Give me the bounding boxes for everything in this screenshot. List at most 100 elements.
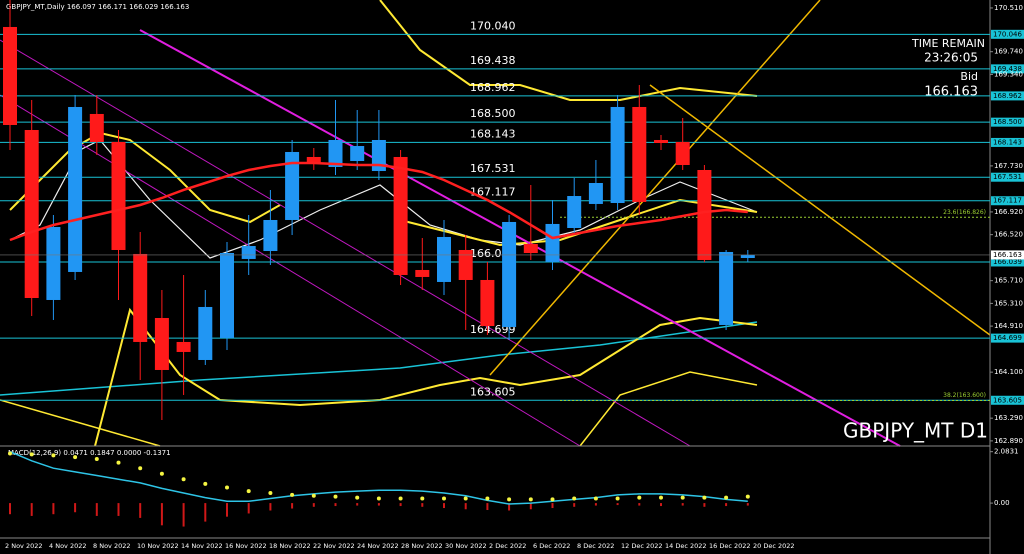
- candle-body: [588, 183, 603, 204]
- x-tick-label: 8 Dec 2022: [577, 542, 614, 550]
- level-box: [991, 64, 1024, 74]
- candle-body: [393, 156, 408, 275]
- x-tick-label: 14 Dec 2022: [665, 542, 707, 550]
- level-box: [991, 29, 1024, 39]
- macd-dot: [550, 497, 555, 502]
- candle-body: [176, 341, 191, 352]
- macd-dot: [420, 496, 425, 501]
- chart-header: GBPJPY_MT,Daily 166.097 166.171 166.029 …: [6, 3, 189, 11]
- trend-line: [0, 399, 161, 447]
- x-tick-label: 24 Nov 2022: [357, 542, 399, 550]
- x-tick-label: 22 Nov 2022: [313, 542, 355, 550]
- candle-body: [241, 246, 256, 259]
- candle-body: [89, 113, 104, 142]
- macd-dot: [159, 471, 164, 476]
- macd-bar: [421, 503, 424, 507]
- candle-body: [675, 141, 690, 165]
- macd-dot: [745, 494, 750, 499]
- candle-body: [111, 141, 126, 250]
- x-tick-label: 2 Dec 2022: [489, 542, 526, 550]
- yellow-band: [379, 0, 758, 101]
- macd-dot: [507, 497, 512, 502]
- macd-dot: [51, 453, 56, 458]
- candle-body: [154, 317, 169, 370]
- candle-body: [502, 221, 517, 327]
- level-note: 163.605: [470, 385, 516, 398]
- x-tick-label: 12 Dec 2022: [621, 542, 663, 550]
- macd-dot: [246, 489, 251, 494]
- candle-body: [371, 139, 386, 172]
- macd-dot: [355, 495, 360, 500]
- macd-bar: [508, 503, 511, 511]
- macd-y-tick-label: 2.0831: [994, 448, 1019, 456]
- macd-bar: [95, 503, 98, 516]
- candle-body: [24, 129, 39, 298]
- y-tick-label: 165.310: [994, 299, 1023, 307]
- macd-bar: [312, 503, 315, 507]
- x-tick-label: 16 Dec 2022: [709, 542, 751, 550]
- y-tick-label: 170.510: [994, 4, 1023, 12]
- level-box: [991, 257, 1024, 267]
- macd-dot: [442, 496, 446, 501]
- x-tick-label: 6 Dec 2022: [533, 542, 570, 550]
- x-tick-label: 14 Nov 2022: [181, 542, 223, 550]
- y-tick-label: 163.290: [994, 414, 1023, 422]
- macd-bar: [9, 503, 11, 515]
- y-tick-label: 164.100: [994, 368, 1023, 376]
- moving-average: [9, 161, 748, 242]
- candle-body: [545, 223, 560, 262]
- y-tick-label: 165.710: [994, 277, 1023, 285]
- candle-body: [350, 146, 365, 162]
- level-box: [991, 91, 1024, 101]
- macd-dot: [485, 496, 490, 501]
- bid-label: Bid: [960, 70, 978, 83]
- level-note: 170.040: [470, 19, 516, 32]
- bid-box-label: 166.163: [993, 251, 1022, 259]
- macd-bar: [638, 503, 641, 506]
- candle-body: [306, 156, 321, 164]
- level-box-label: 167.117: [993, 197, 1022, 205]
- macd-bar: [443, 503, 445, 509]
- level-note: 167.117: [470, 186, 516, 199]
- candle-body: [697, 169, 712, 260]
- macd-bar: [681, 503, 684, 506]
- channel-line: [0, 39, 691, 447]
- macd-bar: [247, 503, 250, 514]
- candle-body: [263, 219, 278, 252]
- macd-bar: [30, 503, 33, 516]
- level-box: [991, 196, 1024, 206]
- macd-dot: [138, 466, 143, 471]
- macd-bar: [464, 503, 467, 510]
- macd-dot: [593, 496, 598, 501]
- x-tick-label: 8 Nov 2022: [93, 542, 131, 550]
- level-box-label: 163.605: [993, 396, 1022, 404]
- macd-bar: [160, 503, 163, 526]
- x-tick-label: 10 Nov 2022: [137, 542, 179, 550]
- yellow-band: [399, 198, 758, 247]
- macd-bar: [660, 503, 662, 507]
- macd-bar: [616, 503, 619, 506]
- candle-body: [567, 196, 582, 228]
- macd-dot: [702, 495, 707, 500]
- candle-body: [719, 251, 734, 325]
- macd-dot: [268, 491, 273, 495]
- candle-body: [328, 139, 343, 167]
- macd-dot: [615, 496, 620, 501]
- x-tick-label: 2 Nov 2022: [5, 542, 43, 550]
- symbol-label: GBPJPY_MT D1: [843, 419, 988, 443]
- macd-dot: [680, 495, 685, 500]
- level-box-label: 170.046: [993, 30, 1022, 38]
- candle-body: [437, 236, 451, 282]
- macd-dot: [94, 457, 99, 462]
- macd-bar: [725, 503, 728, 507]
- bid-value: 166.163: [924, 85, 978, 100]
- macd-bar: [573, 503, 576, 507]
- candle-body: [415, 269, 430, 277]
- x-tick-label: 28 Nov 2022: [401, 542, 443, 550]
- macd-dot: [659, 495, 663, 500]
- macd-bar: [551, 503, 554, 509]
- candle-body: [198, 306, 213, 360]
- bid-box: [991, 250, 1024, 260]
- candle-body: [654, 139, 668, 144]
- macd-dot: [398, 496, 403, 501]
